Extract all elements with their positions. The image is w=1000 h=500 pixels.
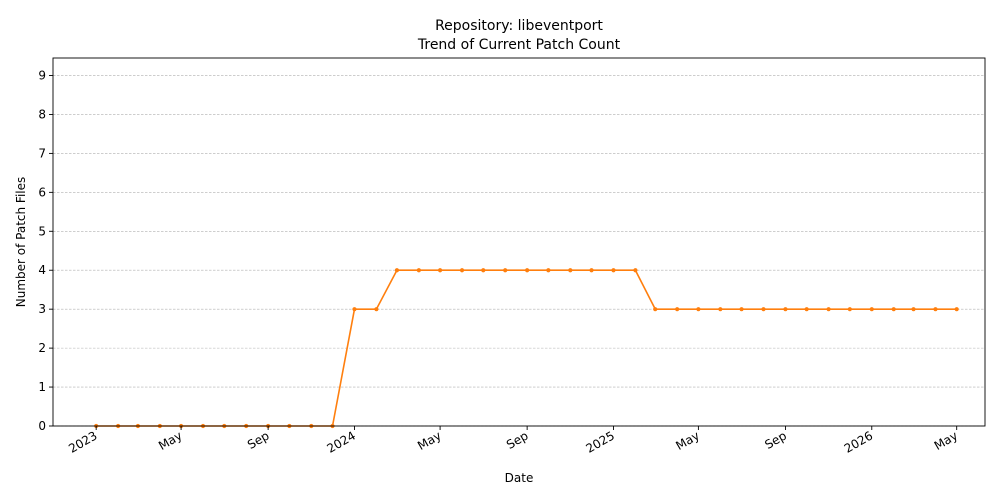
data-point — [696, 307, 701, 312]
grid-lines — [53, 75, 985, 427]
plot-frame — [52, 57, 986, 427]
x-tick-label-10: May — [932, 428, 960, 453]
data-point — [761, 307, 766, 312]
y-axis-ticks: 0 1 2 3 4 5 6 7 8 9 — [38, 69, 53, 433]
data-point — [869, 307, 874, 312]
x-tick-label-1: May — [156, 428, 184, 453]
y-tick-label-1: 1 — [38, 380, 46, 394]
x-axis-ticks: 2023 May Sep 2024 May Sep 2025 May Sep 2026 May — [66, 426, 960, 456]
data-point — [739, 307, 744, 312]
y-tick-label-9: 9 — [38, 69, 46, 83]
data-point — [847, 307, 852, 312]
data-point — [675, 307, 680, 312]
x-tick-label-5: Sep — [504, 428, 531, 451]
y-tick-label-7: 7 — [38, 146, 46, 160]
chart-subtitle: Trend of Current Patch Count — [417, 37, 621, 53]
data-point — [804, 307, 809, 312]
data-point — [933, 307, 938, 312]
data-point — [589, 268, 594, 273]
x-tick-label-4: May — [415, 428, 443, 453]
x-tick-label-8: Sep — [762, 428, 789, 451]
data-point — [503, 268, 508, 273]
x-tick-label-9: 2026 — [842, 428, 875, 455]
data-point — [954, 307, 959, 312]
data-point — [352, 307, 357, 312]
y-axis-label: Number of Patch Files — [14, 177, 28, 308]
y-tick-label-4: 4 — [38, 263, 46, 277]
x-tick-label-0: 2023 — [66, 428, 99, 455]
x-tick-label-7: May — [673, 428, 701, 453]
data-point — [394, 268, 400, 273]
data-point — [891, 307, 896, 312]
y-tick-label-2: 2 — [38, 341, 46, 355]
y-tick-label-6: 6 — [38, 185, 46, 199]
data-point — [374, 307, 379, 312]
data-point — [653, 307, 658, 312]
data-point — [633, 268, 638, 273]
x-tick-label-2: Sep — [245, 428, 272, 451]
chart-title: Repository: libeventport — [435, 18, 603, 34]
data-point — [546, 268, 551, 273]
data-point — [481, 268, 486, 273]
y-tick-label-0: 0 — [38, 419, 46, 433]
data-point — [911, 307, 916, 312]
data-point — [459, 268, 465, 273]
data-point — [718, 307, 723, 312]
data-point — [568, 268, 573, 273]
data-point — [525, 268, 530, 273]
data-point — [826, 307, 831, 312]
x-tick-label-3: 2024 — [325, 428, 358, 455]
x-tick-label-6: 2025 — [584, 428, 617, 455]
data-point — [611, 268, 616, 273]
y-tick-label-3: 3 — [38, 302, 46, 316]
data-point — [783, 307, 788, 312]
data-point — [437, 268, 443, 273]
data-point — [416, 268, 421, 273]
y-tick-label-8: 8 — [38, 107, 46, 121]
x-axis-label: Date — [505, 471, 534, 485]
y-tick-label-5: 5 — [38, 224, 46, 238]
